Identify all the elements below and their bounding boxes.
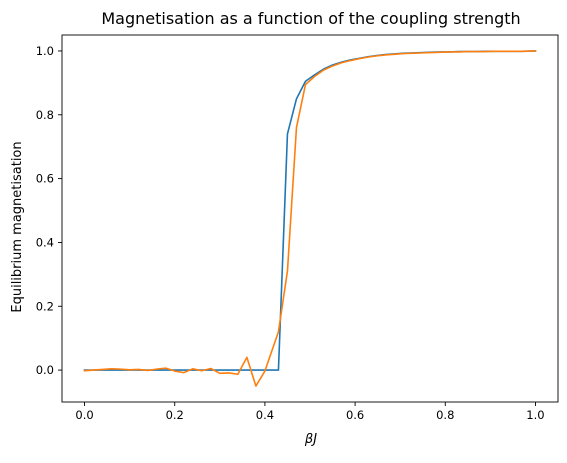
- x-tick-label: 0.2: [166, 408, 184, 422]
- x-tick-label: 1.0: [526, 408, 544, 422]
- x-tick-label: 0.0: [75, 408, 93, 422]
- y-tick-label: 0.6: [36, 172, 54, 186]
- x-tick-label: 0.4: [256, 408, 274, 422]
- x-tick-label: 0.6: [346, 408, 364, 422]
- chart-title: Magnetisation as a function of the coupl…: [101, 9, 520, 28]
- y-tick-label: 0.2: [36, 299, 54, 313]
- x-axis-label: βJ: [304, 432, 317, 447]
- y-tick-label: 0.8: [36, 108, 54, 122]
- y-axis-label: Equilibrium magnetisation: [10, 141, 25, 312]
- x-tick-label: 0.8: [436, 408, 454, 422]
- y-tick-label: 0.0: [36, 363, 54, 377]
- y-tick-label: 1.0: [36, 44, 54, 58]
- y-tick-label: 0.4: [36, 235, 54, 249]
